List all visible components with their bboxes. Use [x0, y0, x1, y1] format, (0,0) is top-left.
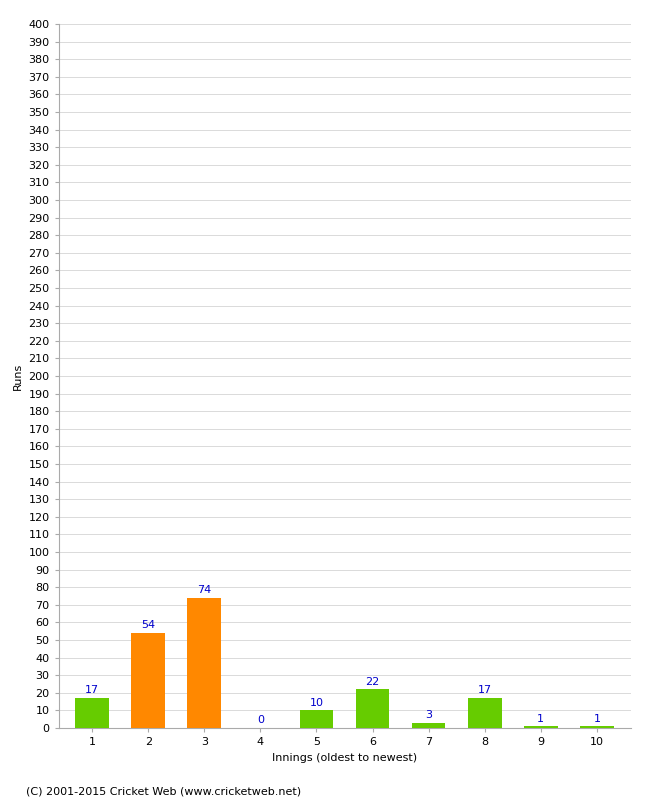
Bar	[75, 698, 109, 728]
Y-axis label: Runs: Runs	[12, 362, 23, 390]
Bar	[131, 633, 165, 728]
Text: 74: 74	[197, 585, 211, 595]
Text: 17: 17	[478, 686, 492, 695]
Bar	[580, 726, 614, 728]
Bar	[524, 726, 558, 728]
Text: 22: 22	[365, 677, 380, 686]
Text: 0: 0	[257, 715, 264, 726]
Bar	[356, 690, 389, 728]
Text: (C) 2001-2015 Cricket Web (www.cricketweb.net): (C) 2001-2015 Cricket Web (www.cricketwe…	[26, 786, 301, 796]
Text: 10: 10	[309, 698, 324, 708]
Text: 3: 3	[425, 710, 432, 720]
Text: 1: 1	[538, 714, 544, 723]
Text: 54: 54	[141, 620, 155, 630]
Bar	[300, 710, 333, 728]
Bar	[468, 698, 502, 728]
Bar	[187, 598, 221, 728]
X-axis label: Innings (oldest to newest): Innings (oldest to newest)	[272, 753, 417, 762]
Text: 17: 17	[85, 686, 99, 695]
Bar	[412, 722, 445, 728]
Text: 1: 1	[593, 714, 601, 723]
